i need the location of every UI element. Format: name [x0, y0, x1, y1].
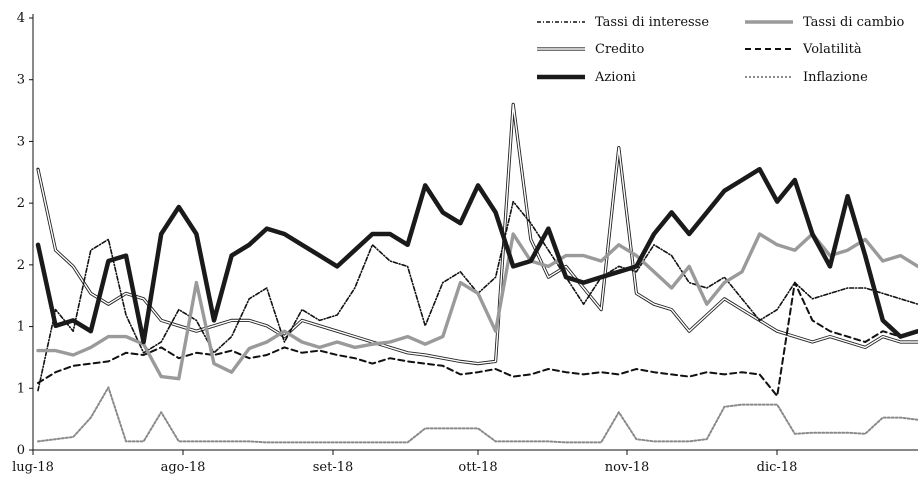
legend-label-azioni: Azioni	[594, 70, 636, 85]
x-tick-label: lug-18	[12, 460, 54, 475]
legend-label-tassi-di-interesse: Tassi di interesse	[595, 15, 709, 30]
x-tick-label: dic-18	[757, 460, 798, 475]
legend: Tassi di interesse Tassi di cambio Credito…	[537, 15, 904, 85]
y-tick-label: 3	[17, 73, 25, 88]
y-tick-label: 2	[17, 258, 25, 273]
series-line-volatilit-	[37, 281, 918, 397]
legend-label-tassi-di-cambio: Tassi di cambio	[803, 15, 904, 30]
y-tick-label: 4	[17, 11, 25, 26]
y-tick-label: 1	[17, 381, 25, 396]
y-tick-label: 2	[17, 196, 25, 211]
series-line-inflazione	[37, 386, 918, 444]
x-tick-label: ott-18	[458, 460, 497, 475]
y-tick-label: 1	[17, 320, 25, 335]
x-tick-label: nov-18	[605, 460, 649, 475]
x-tick-label: ago-18	[161, 460, 206, 475]
series-line-tassi-di-cambio	[36, 232, 918, 381]
series-line-credito-inner	[37, 103, 918, 365]
legend-label-credito: Credito	[595, 42, 645, 57]
series-line-credito	[36, 102, 918, 366]
x-tick-label: set-18	[313, 460, 354, 475]
legend-label-volatilit-: Volatilità	[802, 42, 862, 57]
y-tick-label: 3	[17, 134, 25, 149]
chart-axes: 0 1 1 2 2 3 3 4 lug-18 ago-18 set-18 ott-18 nov-18 di…	[12, 11, 918, 475]
legend-label-inflazione: Inflazione	[803, 70, 868, 85]
series-line-azioni	[35, 166, 918, 345]
y-tick-label: 0	[17, 443, 25, 458]
series-layer	[35, 102, 918, 444]
